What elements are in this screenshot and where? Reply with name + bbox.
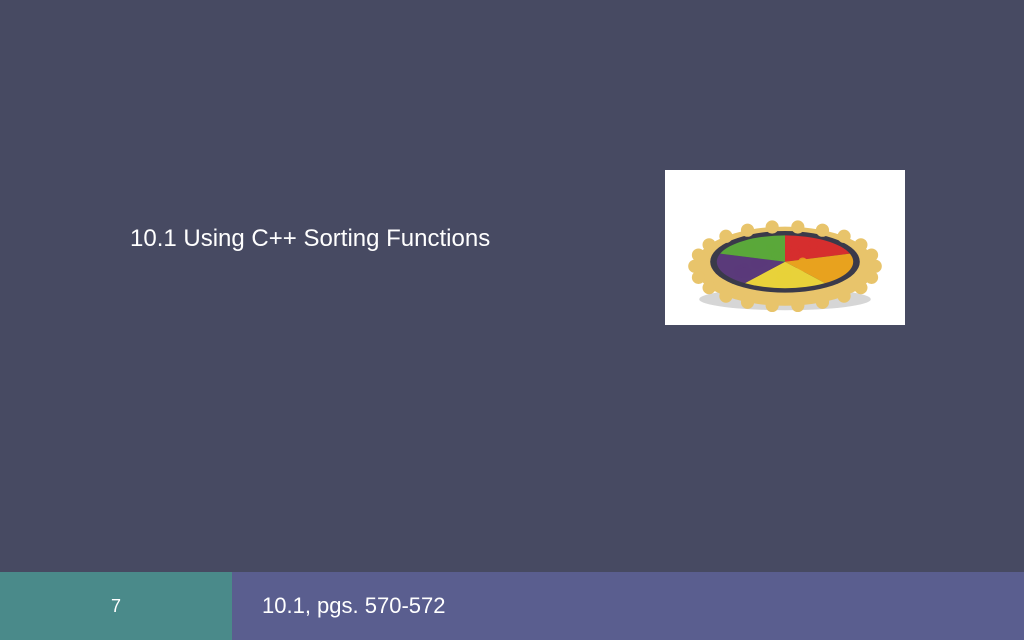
footer-reference: 10.1, pgs. 570-572 — [232, 572, 1024, 640]
slide-background: 10.1 Using C++ Sorting Functions 7 10.1,… — [0, 0, 1024, 640]
slide-heading: 10.1 Using C++ Sorting Functions — [130, 225, 490, 253]
footer-bar: 7 10.1, pgs. 570-572 — [0, 572, 1024, 640]
slide-main-area: 10.1 Using C++ Sorting Functions — [0, 0, 1024, 572]
sorted-fruit-pie-image — [665, 170, 905, 325]
fruit-pie-icon — [671, 176, 899, 319]
page-number: 7 — [0, 572, 232, 640]
